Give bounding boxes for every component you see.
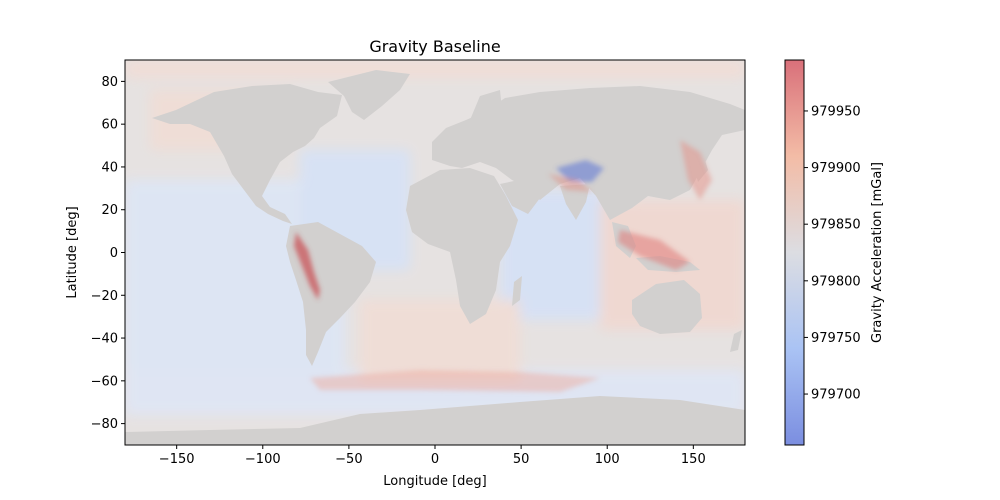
tibet-low xyxy=(556,160,604,182)
antarctica xyxy=(125,396,745,445)
x-tick-label: 100 xyxy=(595,452,620,467)
x-tick-label: 150 xyxy=(681,452,706,467)
colorbar-label: Gravity Acceleration [mGal] xyxy=(870,162,885,343)
x-axis-label: Longitude [deg] xyxy=(383,474,486,489)
y-tick-label: 60 xyxy=(101,118,118,133)
australia xyxy=(632,280,702,334)
y-tick-label: 20 xyxy=(101,203,118,218)
colorbar-tick-label: 979850 xyxy=(811,218,861,233)
x-tick-label: 50 xyxy=(513,452,530,467)
y-axis: −80 −60 −40 −20 0 20 40 60 80 xyxy=(91,75,125,432)
x-tick-label: 0 xyxy=(431,452,439,467)
map-area xyxy=(125,60,745,445)
y-tick-label: 0 xyxy=(110,246,118,261)
himalaya-high xyxy=(548,174,592,192)
indonesia-high xyxy=(618,230,690,270)
colorbar-tick-label: 979750 xyxy=(811,331,861,346)
pacific-trench-high xyxy=(680,140,712,200)
colorbar-tick-label: 979950 xyxy=(811,104,861,119)
southern-ocean-high xyxy=(310,370,600,392)
y-tick-label: −20 xyxy=(91,289,118,304)
y-tick-label: 80 xyxy=(101,75,118,90)
x-tick-label: −50 xyxy=(335,452,362,467)
y-tick-label: −60 xyxy=(91,374,118,389)
anomaly-highlights xyxy=(294,140,712,392)
y-tick-label: −40 xyxy=(91,332,118,347)
colorbar-tick-label: 979800 xyxy=(811,274,861,289)
x-tick-label: −150 xyxy=(159,452,195,467)
x-tick-label: −100 xyxy=(245,452,281,467)
x-axis: −150 −100 −50 0 50 100 150 xyxy=(159,445,706,467)
y-tick-label: 40 xyxy=(101,160,118,175)
north-america xyxy=(152,84,342,224)
y-tick-label: −80 xyxy=(91,417,118,432)
africa xyxy=(406,168,518,324)
colorbar-tick-label: 979700 xyxy=(811,388,861,403)
chart-title: Gravity Baseline xyxy=(369,37,500,56)
arabia xyxy=(500,178,540,214)
colorbar-gradient xyxy=(784,59,805,446)
madagascar xyxy=(512,276,522,306)
colorbar-axis: 979700 979750 979800 979850 979900 979950 xyxy=(804,104,861,403)
andes-high xyxy=(294,232,320,300)
new-zealand xyxy=(730,330,742,352)
india xyxy=(560,184,590,220)
scandinavia xyxy=(470,90,502,124)
eurasia xyxy=(432,86,745,220)
y-axis-label: Latitude [deg] xyxy=(65,206,80,298)
greenland xyxy=(328,70,410,120)
colorbar-tick-label: 979900 xyxy=(811,161,861,176)
